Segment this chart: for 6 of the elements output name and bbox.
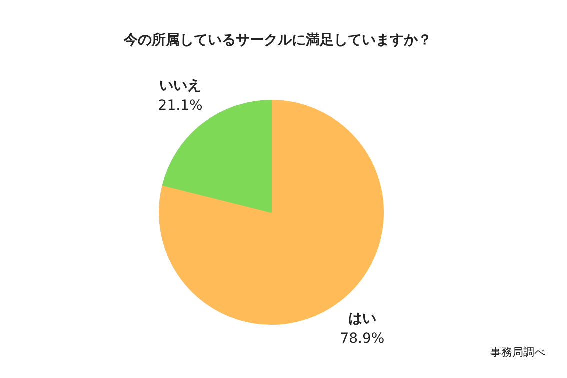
slice-label: いいえ (160, 78, 202, 94)
slice-label: はい (348, 311, 376, 328)
data-label: 78.9% (340, 331, 385, 348)
chart-title: 今の所属しているサークルに満足していますか？ (123, 32, 432, 48)
data-label: 21.1% (158, 98, 203, 114)
text: 事務局調べ (490, 346, 546, 359)
